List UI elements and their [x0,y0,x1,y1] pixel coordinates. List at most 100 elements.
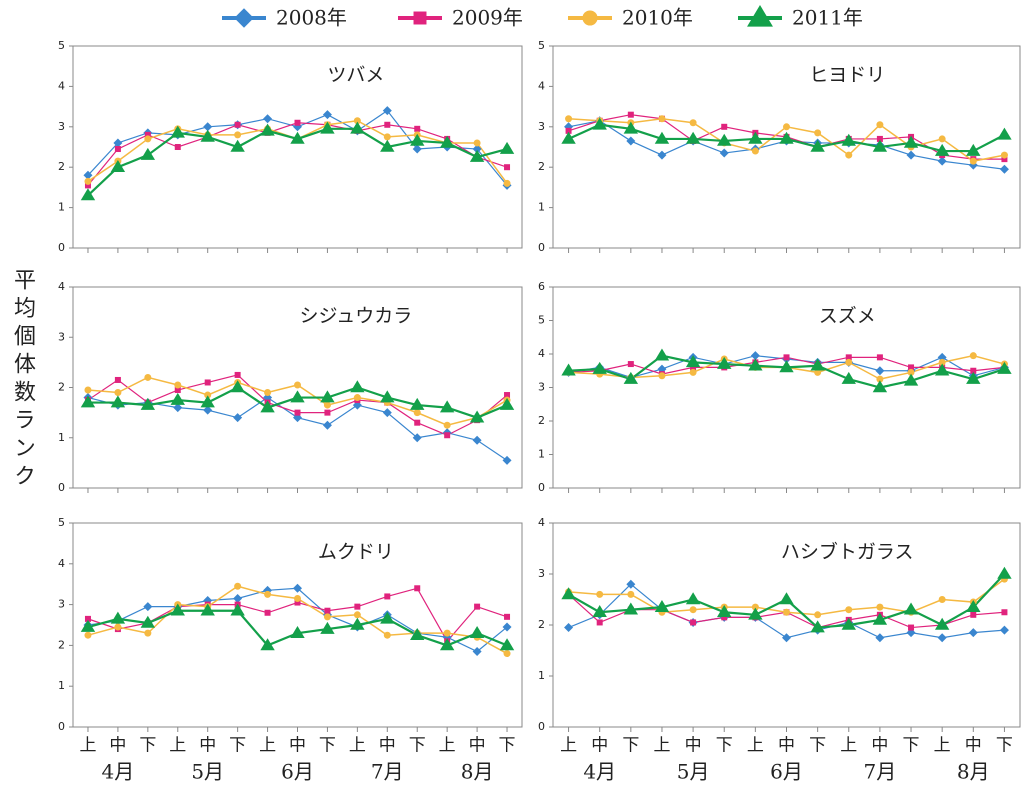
marker [144,629,152,637]
marker [110,395,126,408]
marker [322,420,332,430]
x-tick-label: 中 [469,736,486,756]
marker [937,633,947,643]
marker [689,606,697,614]
marker [690,364,697,371]
y-tick-label: 4 [58,557,65,570]
marker [717,356,732,369]
marker [323,613,331,621]
marker [383,133,391,141]
y-tick-label: 5 [538,39,545,52]
marker [872,612,888,625]
marker [841,133,856,146]
y-tick-label: 2 [538,414,545,427]
y-tick-label: 6 [538,280,545,293]
marker [748,131,763,144]
x-tick-label: 下 [139,736,156,756]
marker [80,188,96,201]
panel-title: ムクドリ [318,541,394,563]
marker [350,617,365,630]
marker [783,608,790,616]
marker [810,620,825,633]
marker [414,125,421,132]
marker [565,115,573,123]
marker [627,111,634,118]
marker [353,117,361,125]
x-tick-label: 下 [809,736,826,756]
marker [937,156,947,166]
marker [966,371,981,384]
x-group-label: 8月 [461,760,494,784]
marker [565,127,572,134]
x-tick-label: 下 [996,736,1013,756]
marker [443,629,451,637]
marker [561,363,576,376]
marker [499,638,515,651]
marker [997,127,1012,140]
marker [382,106,392,116]
marker [1001,156,1008,163]
marker [779,592,794,605]
marker [144,131,151,138]
marker [410,133,425,146]
marker [561,587,576,600]
marker [140,147,156,160]
marker [970,611,977,618]
plot-frame [552,286,1021,489]
marker [502,622,512,632]
marker [876,121,884,129]
marker [140,615,156,628]
marker [934,363,950,376]
x-group-label: 7月 [864,760,897,784]
marker [472,144,482,154]
panel-title: ツバメ [327,64,384,86]
marker [937,352,947,362]
marker [412,433,422,443]
y-tick-label: 3 [58,598,65,611]
marker [504,164,511,171]
marker [203,122,213,132]
marker [380,611,395,624]
y-tick-label: 4 [538,516,545,529]
marker [84,386,92,394]
marker [324,607,331,614]
marker [200,603,215,616]
y-tick-label: 3 [538,381,545,394]
marker [469,410,485,423]
marker [84,631,92,639]
x-tick-label: 上 [349,736,366,756]
x-tick-label: 上 [169,736,186,756]
marker [320,621,335,634]
marker [721,123,728,130]
y-tick-label: 1 [538,448,545,461]
marker [174,381,182,389]
marker [260,123,275,136]
y-tick-label: 2 [58,381,65,394]
legend-label: 2011年 [792,6,863,30]
marker [908,624,915,631]
marker [204,391,212,399]
marker [113,138,123,148]
marker [290,390,305,403]
marker [934,617,950,630]
y-tick-label: 3 [58,330,65,343]
marker [170,603,185,616]
marker [907,368,915,376]
x-group-label: 6月 [281,760,314,784]
marker [322,110,332,120]
marker [750,351,760,361]
marker [233,593,243,603]
marker [997,361,1012,374]
marker [200,395,215,408]
y-tick-label: 0 [538,720,545,733]
marker [876,135,883,142]
marker [783,354,790,361]
marker [350,380,365,393]
marker [384,593,391,600]
marker [626,136,636,146]
marker [779,360,794,373]
marker [114,389,122,397]
panel-title: スズメ [819,305,876,327]
marker [906,150,916,160]
